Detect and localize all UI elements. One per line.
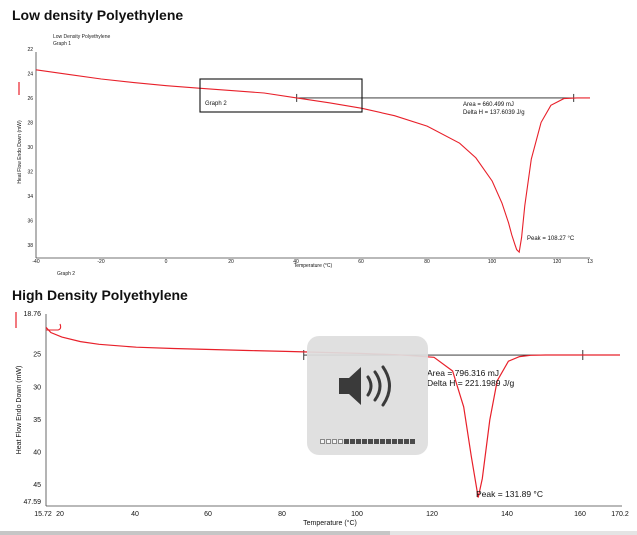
chart1-y-tick-label: 28 <box>27 120 33 126</box>
hdpe-legend-hook <box>46 323 62 331</box>
volume-segment <box>380 439 385 444</box>
chart2-x-tick-label: 120 <box>426 511 438 518</box>
hdpe-delta-h-annotation: Delta H = 221.1989 J/g <box>427 378 514 388</box>
ldpe-area-annotation: Area = 660.499 mJ <box>463 102 514 108</box>
volume-segment <box>320 439 325 444</box>
chart1-x-tick-label: -40 <box>32 259 39 265</box>
chart2-x-tick-label: 140 <box>501 511 513 518</box>
chart2-y-tick-label: 47.59 <box>23 499 41 506</box>
ldpe-series-line <box>35 69 590 254</box>
chart1-x-tick-label: 100 <box>488 259 497 265</box>
chart1-y-tick-label: 34 <box>27 194 33 200</box>
chart2-y-tick-label: 40 <box>33 450 41 457</box>
volume-overlay <box>307 336 428 455</box>
chart1-y-tick-label: 32 <box>27 169 33 175</box>
volume-segment <box>398 439 403 444</box>
volume-segment <box>332 439 337 444</box>
chart2-x-tick-label: 15.72 <box>34 511 52 518</box>
chart1-y-tick-label: 24 <box>27 71 33 77</box>
ldpe-delta-h-annotation: Delta H = 137.6039 J/g <box>463 110 525 116</box>
ldpe-x-axis-label: Temperature (°C) <box>294 263 333 269</box>
chart2-x-tick-label: 40 <box>131 511 139 518</box>
ldpe-chart-title: Low Density Polyethylene <box>53 34 110 40</box>
volume-segment <box>368 439 373 444</box>
chart1-x-tick-label: 120 <box>553 259 562 265</box>
ldpe-bottom-label: Graph 2 <box>57 271 75 277</box>
chart2-y-tick-label: 18.76 <box>23 311 41 318</box>
volume-segment <box>374 439 379 444</box>
ldpe-chart-subtitle: Graph 1 <box>53 41 71 47</box>
chart2-x-tick-label: 170.2 <box>611 511 629 518</box>
volume-segment <box>404 439 409 444</box>
chart2-y-tick-label: 35 <box>33 417 41 424</box>
hdpe-x-axis-label: Temperature (°C) <box>303 519 357 527</box>
chart2-x-tick-label: 20 <box>56 511 64 518</box>
hdpe-y-axis-label: Heat Flow Endo Down (mW) <box>16 366 23 455</box>
chart1-y-tick-label: 22 <box>27 47 33 53</box>
chart1-x-tick-label: 0 <box>165 259 168 265</box>
chart1-x-tick-label: 13 <box>587 259 593 265</box>
volume-segment <box>362 439 367 444</box>
chart2-y-tick-label: 30 <box>33 384 41 391</box>
scroll-strip-thumb[interactable] <box>0 531 390 535</box>
chart2-x-tick-label: 80 <box>278 511 286 518</box>
speaker-volume-icon <box>339 365 391 407</box>
ldpe-y-axis-label: Heat Flow Endo Down (mW) <box>17 120 23 184</box>
volume-segment <box>356 439 361 444</box>
volume-segment <box>338 439 343 444</box>
chart1-x-tick-label: 40 <box>293 259 299 265</box>
ldpe-peak-annotation: Peak = 108.27 °C <box>527 236 575 242</box>
chart1-x-tick-label: 60 <box>358 259 364 265</box>
chart1-x-tick-label: -20 <box>97 259 104 265</box>
ldpe-zoom-box-label: Graph 2 <box>205 101 227 107</box>
chart2-y-tick-label: 45 <box>33 482 41 489</box>
volume-segment <box>350 439 355 444</box>
chart1-y-tick-label: 30 <box>27 145 33 151</box>
chart2-x-tick-label: 60 <box>204 511 212 518</box>
chart2-y-tick-label: 25 <box>33 352 41 359</box>
volume-segment <box>386 439 391 444</box>
chart1-y-tick-label: 26 <box>27 96 33 102</box>
ldpe-heading: Low density Polyethylene <box>12 7 184 23</box>
hdpe-series-line <box>45 326 620 498</box>
chart1-x-tick-label: 20 <box>228 259 234 265</box>
chart2-x-tick-label: 160 <box>574 511 586 518</box>
ldpe-zoom-box <box>199 78 363 113</box>
hdpe-area-annotation: Area = 796.316 mJ <box>427 368 499 378</box>
volume-segment <box>326 439 331 444</box>
ldpe-chart: -40 -20 0 20 40 60 80 100 120 13 22 24 26 28 30 32 34 36… <box>17 34 593 277</box>
volume-segment <box>392 439 397 444</box>
volume-segment <box>410 439 415 444</box>
chart2-x-tick-label: 100 <box>351 511 363 518</box>
chart1-x-tick-label: 80 <box>424 259 430 265</box>
chart1-y-tick-label: 38 <box>27 243 33 249</box>
hdpe-heading: High Density Polyethylene <box>12 287 188 303</box>
chart1-y-tick-label: 36 <box>27 218 33 224</box>
hdpe-peak-annotation: Peak = 131.89 °C <box>476 489 543 499</box>
volume-segment <box>344 439 349 444</box>
